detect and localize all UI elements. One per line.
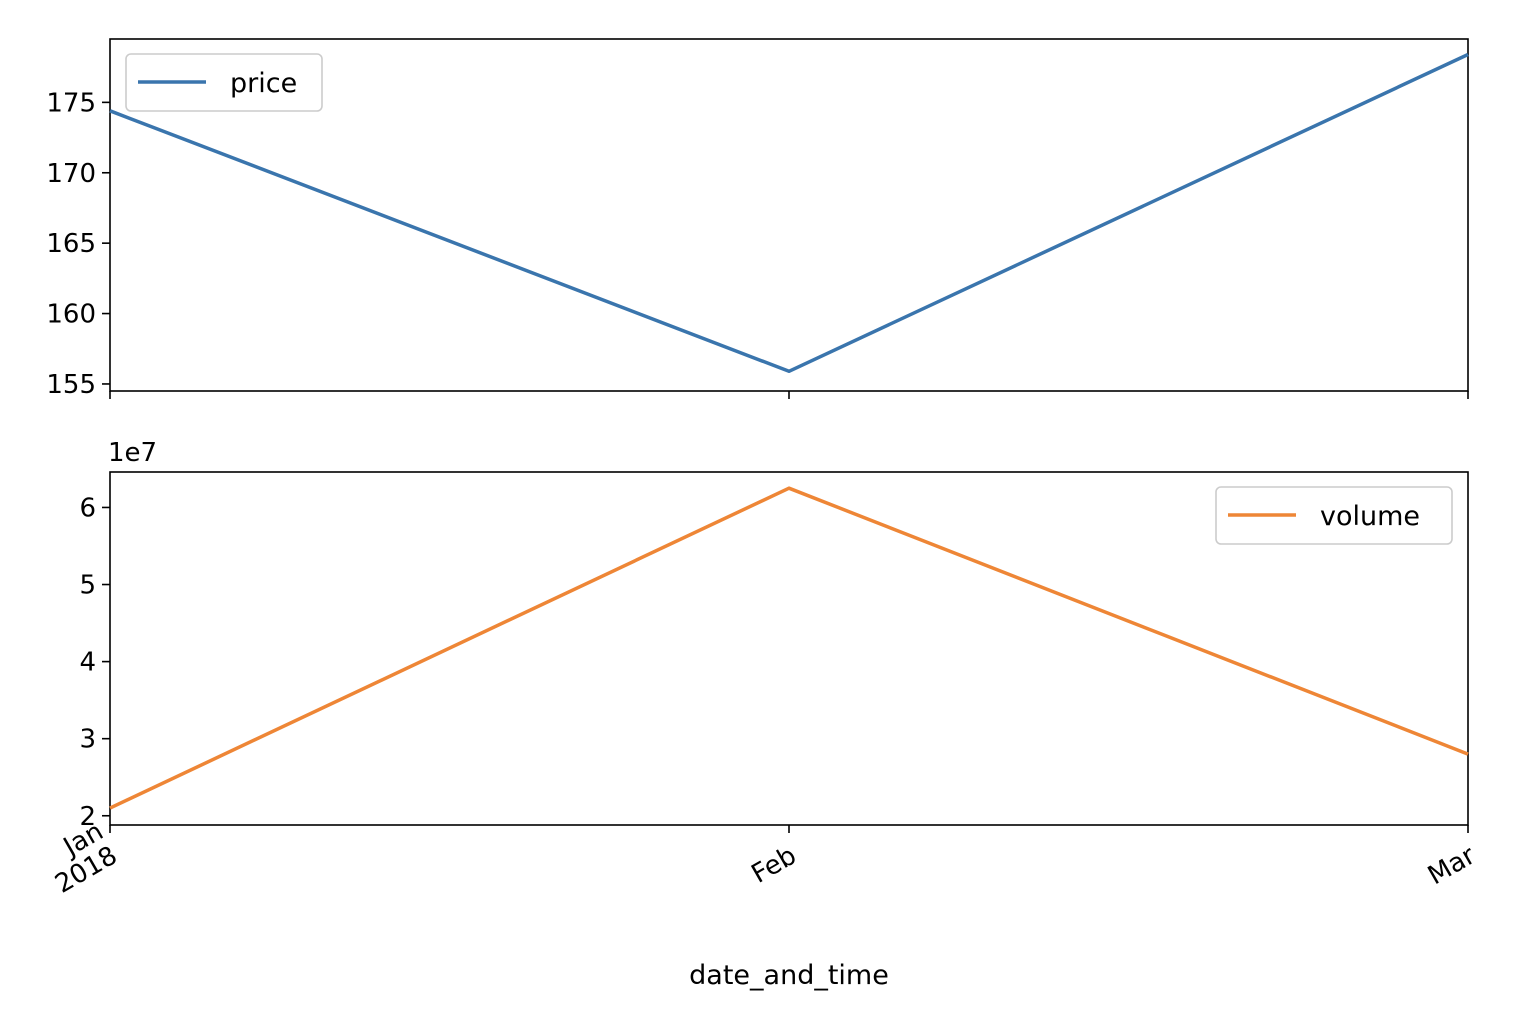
price-panel: 155 160 165 170 175 price: [46, 38, 1469, 400]
y-tick-label: 175: [46, 88, 96, 118]
y-tick-label: 160: [46, 300, 96, 330]
price-legend: price: [125, 53, 323, 112]
volume-y-offset-label: 1e7: [108, 438, 157, 468]
price-x-axis: [109, 391, 1469, 399]
price-series-line: [109, 52, 1469, 374]
y-tick-label: 155: [46, 370, 96, 400]
price-legend-box: [125, 53, 323, 112]
x-tick-label: Mar: [1423, 841, 1481, 892]
y-tick-label: 170: [46, 159, 96, 189]
x-tick-label-line: Mar: [1423, 841, 1481, 892]
y-tick-label: 2: [79, 802, 96, 832]
x-tick-label-line: Feb: [747, 841, 802, 890]
volume-y-axis: 2 3 4 5 6: [79, 493, 110, 832]
volume-legend: volume: [1215, 486, 1453, 545]
volume-legend-box: [1215, 486, 1453, 545]
price-legend-label: price: [230, 68, 297, 99]
price-plot-frame: [109, 38, 1469, 392]
y-tick-label: 5: [79, 571, 96, 601]
volume-x-axis: Jan2018 Feb Mar: [50, 816, 1481, 899]
volume-legend-label: volume: [1320, 501, 1420, 532]
x-tick-label: Feb: [747, 841, 802, 890]
y-tick-label: 3: [79, 725, 96, 755]
x-axis-title: date_and_time: [689, 960, 889, 991]
y-tick-label: 4: [79, 648, 96, 678]
volume-series-line: [109, 486, 1469, 810]
y-tick-label: 165: [46, 229, 96, 259]
price-y-axis: 155 160 165 170 175: [46, 88, 110, 400]
y-tick-label: 6: [79, 493, 96, 523]
